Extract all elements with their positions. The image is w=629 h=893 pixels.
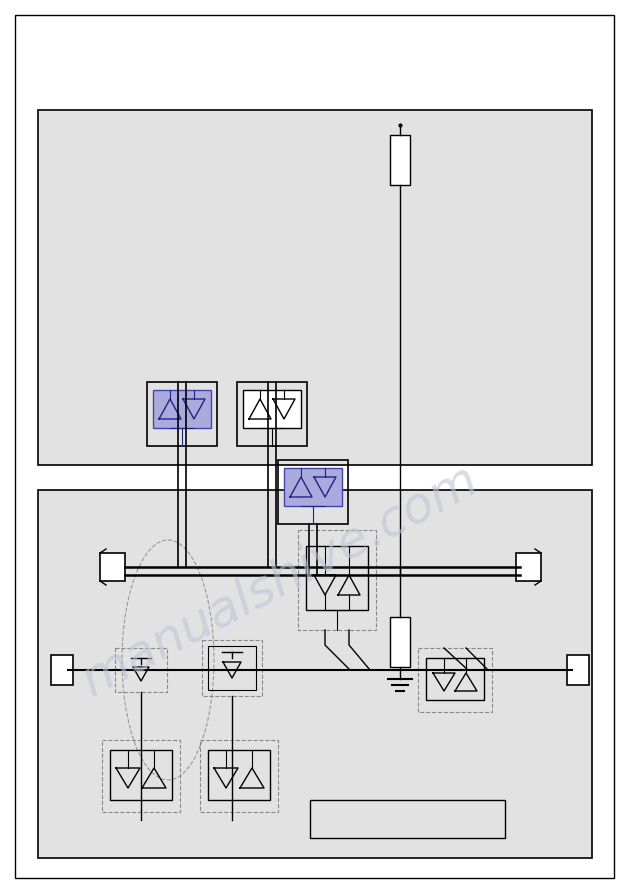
- Bar: [243, 390, 301, 428]
- Text: manualshive.com: manualshive.com: [74, 455, 486, 705]
- Bar: [38, 110, 592, 465]
- Bar: [208, 750, 270, 800]
- Bar: [418, 648, 492, 712]
- Bar: [147, 382, 217, 446]
- Bar: [390, 617, 410, 667]
- Bar: [200, 740, 278, 812]
- Bar: [208, 646, 256, 690]
- Bar: [38, 490, 592, 858]
- Bar: [310, 800, 505, 838]
- Bar: [567, 655, 589, 685]
- Bar: [51, 655, 73, 685]
- Bar: [237, 382, 307, 446]
- Bar: [115, 648, 167, 692]
- Bar: [100, 553, 125, 581]
- Bar: [298, 530, 376, 630]
- Bar: [153, 390, 211, 428]
- Bar: [390, 135, 410, 185]
- Bar: [426, 658, 484, 700]
- Bar: [516, 553, 541, 581]
- Bar: [110, 750, 172, 800]
- Bar: [306, 546, 368, 610]
- Bar: [284, 468, 342, 506]
- Bar: [102, 740, 180, 812]
- Bar: [202, 640, 262, 696]
- Bar: [278, 460, 348, 524]
